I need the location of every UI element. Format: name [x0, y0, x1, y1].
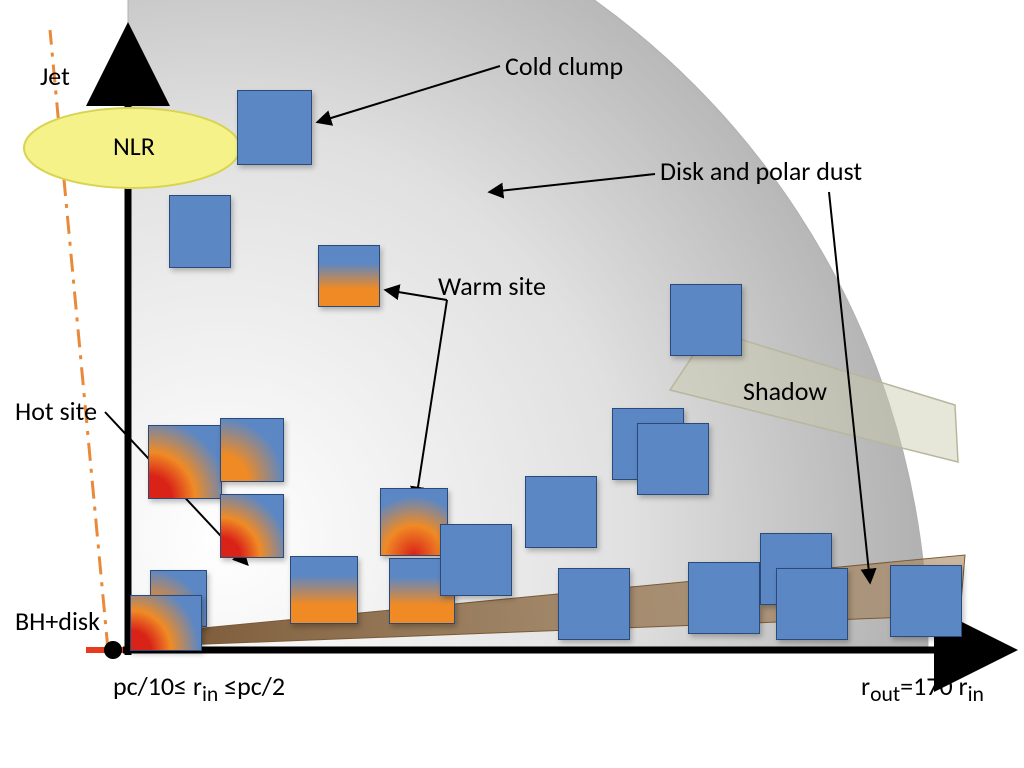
label-warm: Warm site: [438, 270, 546, 302]
clump-hot: [148, 425, 222, 499]
clump-cold: [776, 568, 848, 640]
label-jet: Jet: [40, 60, 70, 92]
bh-dot: [104, 641, 122, 659]
label-rout: rout=170 rin: [861, 670, 984, 707]
clump-cold: [670, 284, 742, 356]
clump-warm: [220, 418, 284, 482]
pointer-arrow: [416, 300, 447, 500]
clump-cold: [890, 565, 962, 637]
clump-cold: [169, 195, 231, 268]
label-hot: Hot site: [15, 395, 97, 427]
clump-hot: [130, 595, 202, 651]
clump-warm: [290, 556, 358, 624]
clump-cold: [525, 476, 597, 548]
clump-cold: [237, 90, 312, 165]
pointer-arrow: [490, 174, 655, 192]
clump-cold: [688, 562, 760, 634]
label-bhdisk: BH+disk: [15, 605, 100, 637]
clump-cold: [558, 568, 630, 640]
clump-hot: [220, 494, 284, 558]
label-dpd: Disk and polar dust: [660, 155, 862, 187]
clump-hot: [380, 488, 448, 556]
pointer-arrow: [829, 192, 870, 582]
label-cold: Cold clump: [505, 50, 623, 82]
label-shadow: Shadow: [743, 375, 827, 407]
jet-line: [50, 30, 108, 650]
label-rin: pc/10≤ rin ≤pc/2: [113, 670, 285, 707]
clump-cold: [637, 423, 709, 495]
clump-warm: [318, 245, 380, 307]
pointer-arrow: [318, 66, 500, 122]
label-nlr: NLR: [113, 130, 155, 162]
clump-cold: [440, 524, 512, 596]
